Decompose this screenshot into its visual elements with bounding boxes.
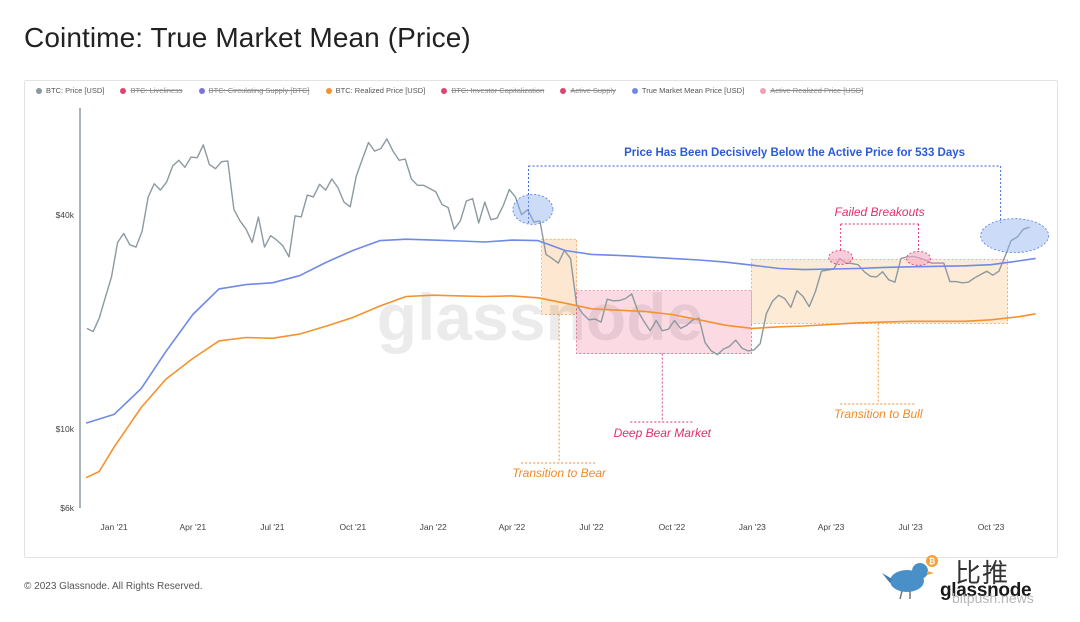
brand-chinese-name: 比推	[955, 558, 1010, 588]
page-title: Cointime: True Market Mean (Price)	[24, 22, 471, 53]
legend-dot	[631, 87, 638, 94]
chart-canvas: glassnode $6k $10k $40k Jan '21 Apr '21 Jul '…	[56, 108, 1050, 532]
highlight-ellipse	[512, 193, 554, 225]
annotation-label: Failed Breakouts	[835, 205, 925, 219]
legend-item-true-market-mean[interactable]: True Market Mean Price [USD]	[631, 86, 745, 95]
region-box	[576, 290, 752, 354]
series-line	[86, 138, 1030, 356]
legend-dot	[36, 87, 42, 94]
legend-label: True Market Mean Price [USD]	[641, 86, 745, 95]
axes-layer: $6k $10k $40k Jan '21 Apr '21 Jul '21 Oct '21 J…	[56, 108, 1005, 532]
legend-dot	[560, 87, 567, 94]
legend-label: Active Realized Price [USD]	[770, 86, 864, 95]
x-tick-label: Jan '21	[101, 522, 128, 532]
highlight-ellipse	[980, 218, 1050, 254]
legend-label: BTC: Investor Capitalization	[451, 86, 545, 95]
x-tick-label: Apr '23	[818, 522, 845, 532]
legend-label: BTC: Price [USD]	[46, 86, 105, 95]
legend-item-active-realized[interactable]: Active Realized Price [USD]	[760, 86, 863, 95]
legend-label: BTC: Liveliness	[130, 86, 183, 95]
x-tick-label: Jan '22	[420, 522, 447, 532]
x-tick-label: Jul '21	[260, 522, 285, 532]
legend-label: BTC: Circulating Supply [BTC]	[208, 86, 310, 95]
legend-dot	[198, 87, 205, 94]
legend-item-price[interactable]: BTC: Price [USD]	[36, 86, 104, 95]
legend-item-circulating-supply[interactable]: BTC: Circulating Supply [BTC]	[198, 86, 310, 95]
bird-logo-icon: ₿	[882, 555, 938, 600]
annotation-label: Transition to Bear	[512, 466, 607, 480]
legend-label: BTC: Realized Price [USD]	[335, 86, 426, 95]
series-layer	[85, 138, 1036, 479]
x-tick-label: Oct '23	[978, 522, 1005, 532]
legend-dot	[760, 87, 767, 94]
highlight-ellipse	[906, 251, 931, 266]
x-tick-label: Oct '21	[339, 522, 366, 532]
regions-layer	[541, 238, 1008, 354]
brand-site: bitpush.news	[952, 590, 1034, 606]
x-tick-label: Apr '21	[179, 522, 206, 532]
legend-label: Active Supply	[570, 86, 616, 95]
series-line	[85, 294, 1036, 479]
copyright-footer: © 2023 Glassnode. All Rights Reserved.	[24, 581, 203, 592]
annotations-layer: Price Has Been Decisively Below the Acti…	[512, 147, 1050, 480]
legend: BTC: Price [USD] BTC: Liveliness BTC: Ci…	[36, 86, 877, 96]
series-line	[85, 238, 1036, 424]
legend-dot	[325, 87, 332, 94]
watermark-text: glassnode	[377, 280, 703, 354]
legend-dot	[441, 87, 448, 94]
brand-name: glassnode	[940, 580, 1032, 601]
highlight-ellipse	[828, 250, 854, 265]
legend-dot	[120, 87, 127, 94]
legend-item-realized-price[interactable]: BTC: Realized Price [USD]	[325, 86, 426, 95]
x-tick-label: Jul '23	[898, 522, 923, 532]
y-tick-label: $40k	[56, 210, 75, 220]
x-tick-label: Jul '22	[579, 522, 604, 532]
x-tick-label: Jan '23	[739, 522, 766, 532]
annotation-label: Price Has Been Decisively Below the Acti…	[624, 147, 965, 159]
y-tick-label: $6k	[60, 503, 74, 513]
legend-item-investor-cap[interactable]: BTC: Investor Capitalization	[441, 86, 544, 95]
annotation-label: Transition to Bull	[834, 407, 923, 421]
region-box	[751, 259, 1008, 324]
legend-item-active-supply[interactable]: Active Supply	[560, 86, 616, 95]
x-tick-label: Oct '22	[659, 522, 686, 532]
x-tick-label: Apr '22	[499, 522, 526, 532]
y-tick-label: $10k	[56, 424, 75, 434]
svg-text:₿: ₿	[929, 557, 936, 566]
legend-item-liveliness[interactable]: BTC: Liveliness	[120, 86, 183, 95]
annotation-label: Deep Bear Market	[614, 426, 712, 440]
